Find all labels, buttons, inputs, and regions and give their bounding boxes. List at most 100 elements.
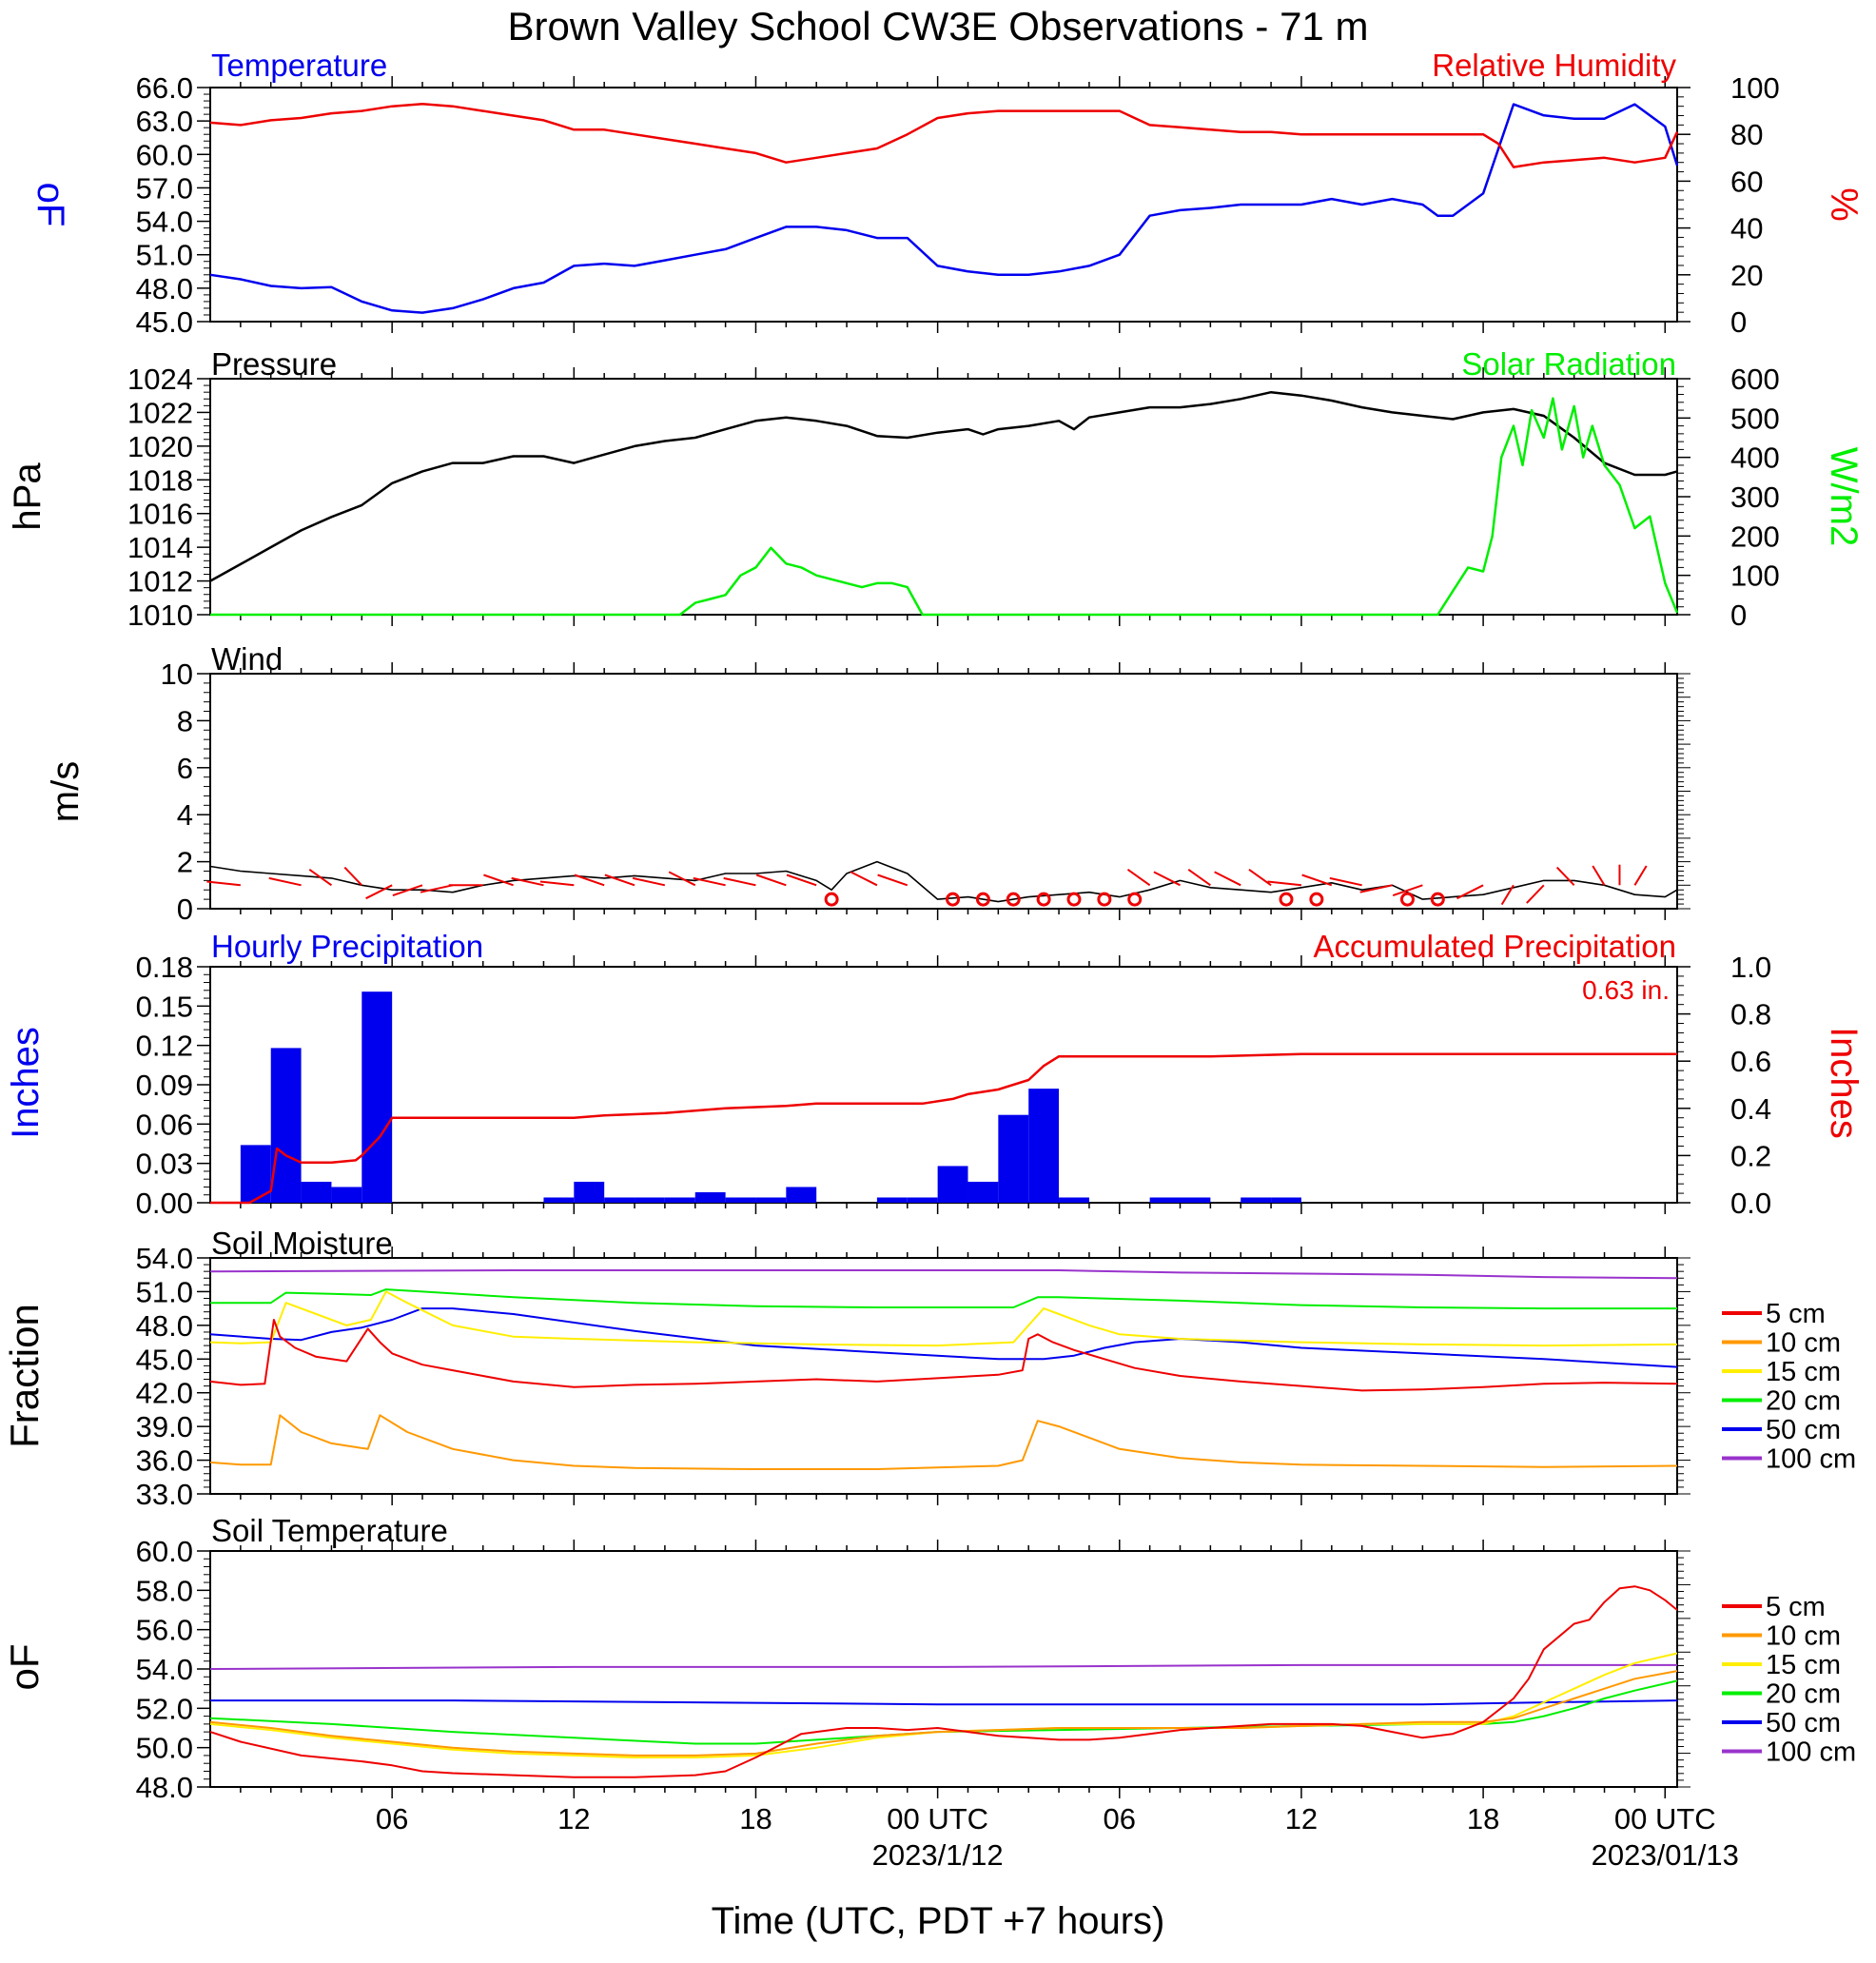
humidity-line [209, 102, 1679, 168]
solar-title: Solar Radiation [1461, 346, 1676, 382]
wind-barb [483, 874, 514, 887]
soil_moisture-line [209, 1319, 1678, 1392]
y-tick-label: 0.6 [1730, 1045, 1771, 1078]
soil_moisture-line [209, 1269, 1678, 1280]
calm-marker [1036, 892, 1051, 907]
calm-marker [1309, 892, 1324, 907]
soil_temperature-y-axis: 48.0 50.0 52.0 54.0 56.0 58.0 60.0 [136, 1535, 210, 1804]
legend-label: 50 cm [1766, 1415, 1841, 1445]
temperature-y-axis: 45.048.051.054.057.060.063.066.0 [136, 71, 210, 339]
y-tick-label: 0.00 [136, 1187, 193, 1220]
y-tick-label: 39.0 [136, 1410, 193, 1443]
humidity-y-axis: 0 20 40 60 80 100 [1677, 71, 1780, 339]
y-tick-label: 500 [1730, 402, 1780, 435]
wind-barb [1456, 884, 1484, 900]
precip-bar [574, 1181, 605, 1203]
legend-label: 10 cm [1766, 1621, 1841, 1652]
y-tick-label: 42.0 [136, 1377, 193, 1410]
y-tick-label: 36.0 [136, 1444, 193, 1478]
temperature-axis-label: oF [29, 183, 71, 227]
time-ticks-6 [240, 1540, 1667, 1798]
time-tick-label: 06 [376, 1802, 408, 1835]
wind-barb [755, 874, 787, 887]
y-tick-label: 50.0 [136, 1732, 193, 1765]
time-ticks-3 [240, 662, 1667, 920]
wind-barb [1214, 871, 1241, 887]
precip-bar [664, 1197, 695, 1203]
accum-precip-title: Accumulated Precipitation [1313, 929, 1676, 964]
wind-barb [268, 876, 302, 887]
y-tick-label: 52.0 [136, 1692, 193, 1725]
y-tick-label: 63.0 [136, 105, 193, 138]
accum-precip-y-axis: 0.0 0.2 0.4 0.6 0.8 1.0 [1677, 951, 1771, 1220]
wind-barb [604, 874, 635, 887]
pressure-line [209, 390, 1678, 582]
y-tick-label: 1.0 [1730, 951, 1771, 984]
y-tick-label: 600 [1730, 363, 1780, 396]
legend-label: 5 cm [1766, 1299, 1826, 1329]
solar-axis-label: W/m2 [1823, 447, 1865, 546]
soil_moisture-y-axis: 33.036.039.042.045.048.051.054.0 [136, 1242, 210, 1511]
wind-barbs [206, 864, 1648, 906]
y-tick-label: 0.15 [136, 990, 193, 1023]
calm-marker [1430, 892, 1445, 907]
wind-barb [343, 866, 363, 886]
soil_moisture-line [209, 1307, 1678, 1368]
legend-label: 15 cm [1766, 1650, 1841, 1680]
wind-barb [1126, 868, 1151, 887]
solar-line [210, 397, 1679, 617]
wind-barb [1359, 884, 1393, 893]
wind-barb [1248, 868, 1272, 887]
calm-marker [1006, 892, 1021, 907]
y-tick-label: 2 [177, 846, 193, 879]
soil_temperature-line [209, 1679, 1678, 1745]
calm-marker [824, 892, 839, 907]
pressure-title: Pressure [211, 346, 337, 382]
humidity-title: Relative Humidity [1432, 48, 1676, 83]
calm-marker [1127, 892, 1143, 907]
time-axis-title: Time (UTC, PDT +7 hours) [712, 1900, 1165, 1942]
y-tick-label: 100 [1730, 559, 1780, 593]
wind-barb [1301, 874, 1333, 887]
wind-barb [877, 874, 909, 887]
precip-bar [1180, 1197, 1211, 1203]
wind-barb [1267, 880, 1302, 887]
wind-barb [511, 876, 544, 887]
y-tick-label: 45.0 [136, 1343, 193, 1376]
precip-bar [604, 1197, 635, 1203]
y-tick-label: 48.0 [136, 1309, 193, 1343]
precip-bar [694, 1191, 726, 1203]
y-tick-label: 58.0 [136, 1574, 193, 1607]
y-tick-label: 0 [1730, 599, 1747, 632]
y-tick-label: 1024 [127, 363, 193, 396]
y-tick-label: 0.18 [136, 951, 193, 984]
soil_moisture-line [210, 1288, 1677, 1310]
precip-total-annotation: 0.63 in. [1582, 975, 1670, 1005]
soil_moisture-line [209, 1290, 1678, 1347]
time-tick-label: 00 UTC [887, 1802, 988, 1835]
wind-barb [365, 884, 393, 900]
y-tick-label: 60 [1730, 165, 1763, 198]
time-ticks-1 [240, 76, 1667, 333]
accum-precip-axis-label: Inches [1823, 1027, 1865, 1139]
accum-precip-line [210, 1052, 1677, 1205]
hourly-precip-title: Hourly Precipitation [211, 929, 483, 964]
y-tick-label: 66.0 [136, 71, 193, 105]
precip-bar [786, 1187, 817, 1203]
wind-barb [693, 876, 726, 887]
calm-markers [824, 892, 1445, 907]
calm-marker [1066, 892, 1082, 907]
precip-bar [876, 1197, 908, 1203]
soil_moisture-title: Soil Moisture [211, 1226, 393, 1261]
wind-barb [668, 871, 696, 887]
wind-barb [574, 874, 605, 887]
precip-bar [755, 1197, 787, 1203]
time-date-label: 2023/01/13 [1592, 1838, 1739, 1872]
y-tick-label: 0 [1730, 305, 1747, 339]
time-tick-label: 12 [1285, 1802, 1318, 1835]
precip-bar [1241, 1197, 1272, 1203]
precip-bar [967, 1181, 999, 1203]
